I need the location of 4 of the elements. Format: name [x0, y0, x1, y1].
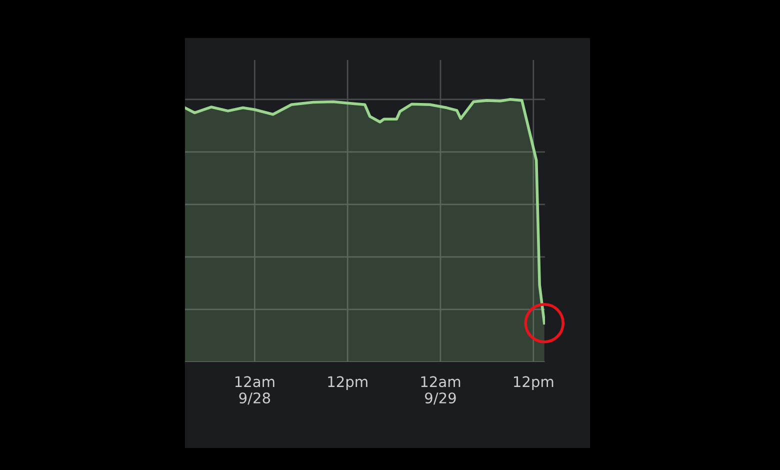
x-tick-label: 12pm: [514, 376, 554, 390]
x-tick-label: 12pm: [328, 376, 368, 390]
x-tick-label: 12am 9/28: [235, 376, 274, 405]
x-tick-label: 12am 9/29: [421, 376, 460, 405]
